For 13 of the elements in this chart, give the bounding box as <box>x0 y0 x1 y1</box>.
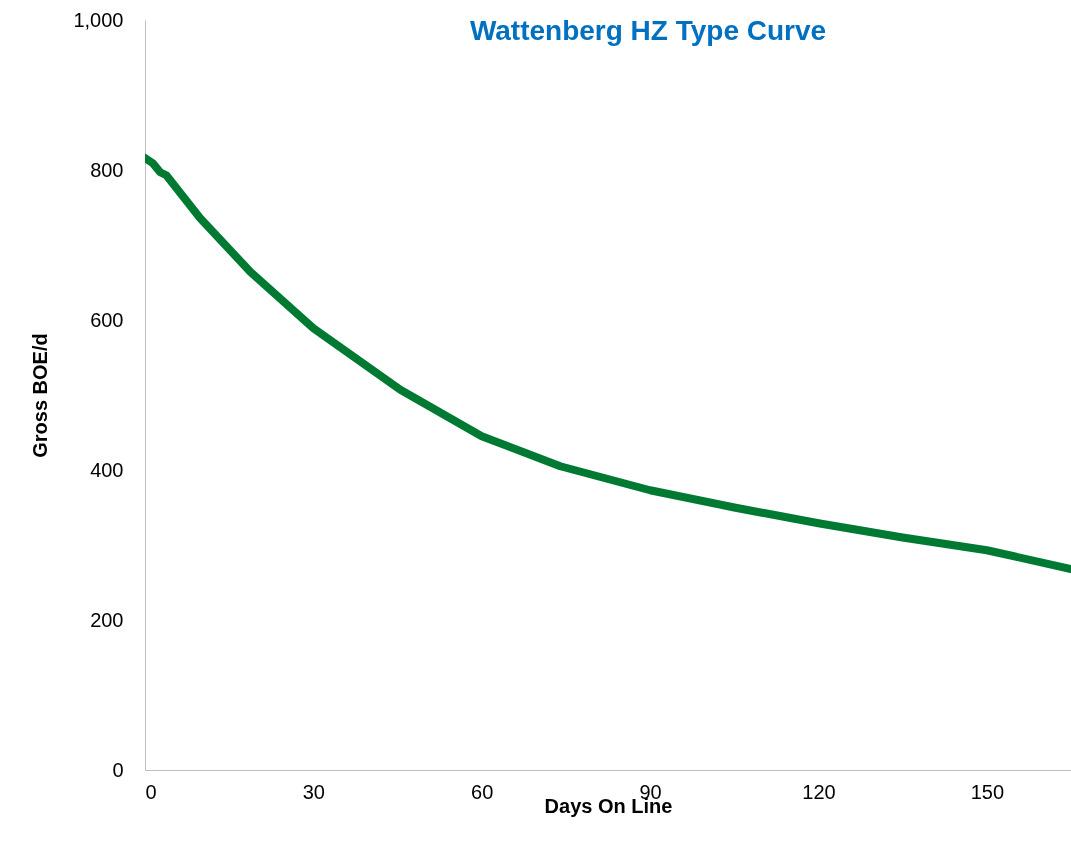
chart-title: Wattenberg HZ Type Curve <box>469 15 827 46</box>
y-tick-label: 1,000 <box>73 8 124 31</box>
y-tick-label: 400 <box>90 458 124 481</box>
x-tick-label: 0 <box>145 780 157 803</box>
x-tick-label: 60 <box>471 780 494 803</box>
x-tick-label: 120 <box>802 780 836 803</box>
x-tick-label: 30 <box>302 780 325 803</box>
y-tick-label: 200 <box>90 608 124 631</box>
y-tick-label: 0 <box>112 758 124 781</box>
x-tick-label: 150 <box>970 780 1005 803</box>
y-tick-label: 800 <box>90 158 124 181</box>
y-axis-title: Gross BOE/d <box>29 333 52 458</box>
y-tick-label: 600 <box>90 308 124 331</box>
